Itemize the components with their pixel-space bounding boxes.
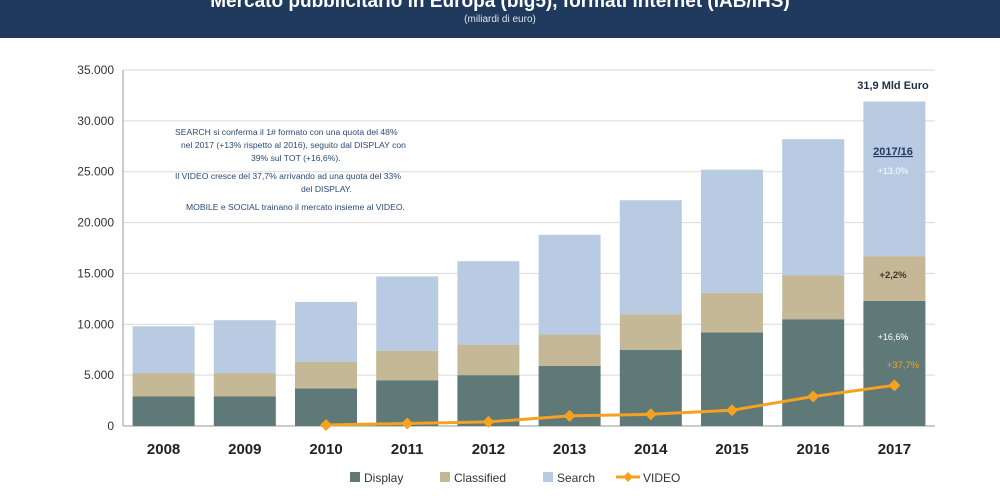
video-line [320,379,901,431]
period-label: 2017/16 [873,146,913,158]
bar-classified-2013 [538,334,601,366]
video-point-2015 [726,404,738,417]
legend-label-search: Search [557,471,595,485]
x-tick-label: 2010 [309,441,342,458]
bar-search-2009 [213,320,276,374]
video-point-2010 [320,418,332,431]
note-line-6: MOBILE e SOCIAL trainano il mercato insi… [186,202,405,212]
legend-swatch-marker-video [623,472,633,482]
x-tick-label: 2011 [391,441,424,458]
legend-swatch-classified [440,472,450,482]
legend-label-display: Display [364,471,403,485]
note-line-2: nel 2017 (+13% rispetto al 2016), seguit… [181,140,406,150]
bar-classified-2008 [132,373,195,397]
y-tick-label: 0 [107,419,114,433]
bar-search-2008 [132,326,195,374]
x-tick-label: 2015 [715,441,748,458]
bar-search-2010 [295,301,357,362]
bar-search-2013 [538,234,601,335]
legend-swatch-display [350,472,360,482]
video-point-2012 [482,415,495,428]
x-tick-label: 2012 [472,441,505,458]
bar-classified-2017 [863,256,926,301]
video-series-line [325,383,895,427]
video-point-2013 [563,409,576,422]
bars [132,101,926,426]
x-tick-label: 2016 [797,441,830,458]
bar-display-2008 [132,396,195,426]
video-point-2016 [807,390,820,403]
video-point-2017 [888,379,901,392]
note-line-3: 39% sul TOT (+16,6%). [251,153,341,163]
x-tick-label: 2009 [228,441,261,458]
bar-search-2015 [701,169,763,293]
y-tick-label: 20.000 [77,216,114,230]
note-line-4: Il VIDEO cresce del 37,7% arrivando ad u… [175,171,401,181]
x-tick-label: 2013 [553,441,586,458]
bar-classified-2016 [782,275,845,320]
x-tick-label: 2014 [634,441,668,458]
legend-label-classified: Classified [454,471,506,485]
y-axis: 0 5.000 10.000 15.000 20.000 25.000 30.000 35.0… [77,63,124,433]
bar-classified-2015 [701,292,763,333]
total-2017-label: 31,9 Mld Euro [857,80,929,92]
y-tick-label: 30.000 [77,114,114,128]
bar-display-2017 [863,300,926,426]
x-tick-label: 2017 [878,441,911,458]
annotations: 31,9 Mld Euro 2017/16 +13,0% +2,2% +16,6… [857,80,929,371]
bar-classified-2011 [376,350,439,381]
bar-classified-2012 [457,344,520,376]
header-bar: Mercato pubblicitario in Europa (big5), … [0,0,1000,38]
y-tick-label: 15.000 [77,266,114,280]
x-axis: 2008 2009 2010 2011 2012 2013 2014 2015 2016 2017 [147,441,911,458]
legend-label-video: VIDEO [643,471,680,485]
bar-search-2014 [619,200,682,315]
bar-classified-2009 [213,373,276,397]
note-line-1: SEARCH si conferma il 1# formato con una… [175,127,398,137]
page-title: Mercato pubblicitario in Europa (big5), … [210,0,790,12]
bar-classified-2014 [619,314,682,350]
note-line-5: del DISPLAY. [301,184,352,194]
bar-search-2011 [376,276,439,351]
search-growth-label: +13,0% [878,166,909,176]
x-tick-label: 2008 [147,441,180,458]
bar-search-2017 [863,101,926,257]
bar-chart: 0 5.000 10.000 15.000 20.000 25.000 30.000 35.0… [77,63,935,485]
bar-classified-2010 [295,361,357,389]
y-tick-label: 10.000 [77,317,114,331]
video-growth-label: +37,7% [887,360,920,371]
display-growth-label: +16,6% [878,332,909,342]
legend-swatch-search [543,472,553,482]
video-point-2011 [401,417,414,430]
bar-search-2016 [782,139,845,276]
page-subtitle: (miliardi di euro) [464,14,536,25]
y-tick-label: 5.000 [84,368,114,382]
bar-display-2016 [782,319,845,426]
y-tick-label: 25.000 [77,165,114,179]
classified-growth-label: +2,2% [879,270,907,281]
legend: Display Classified Search VIDEO [350,471,680,485]
y-tick-label: 35.000 [77,63,114,77]
bar-display-2009 [213,396,276,426]
video-point-2014 [644,408,657,421]
bar-search-2012 [457,261,520,345]
